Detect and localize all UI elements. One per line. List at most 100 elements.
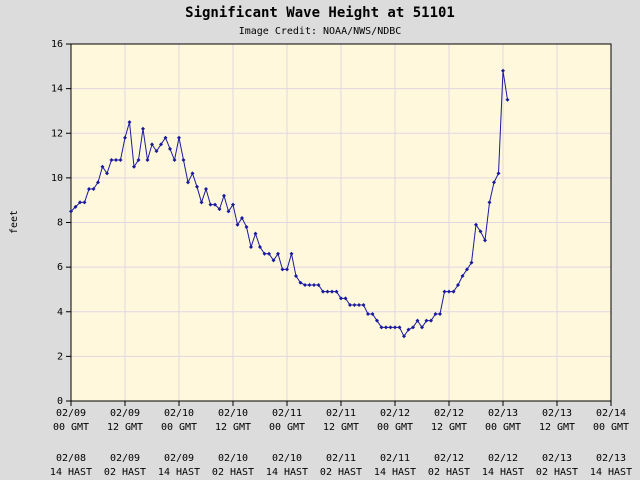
x-tick-label: 02/11 — [326, 408, 356, 419]
data-point — [240, 216, 244, 221]
data-point — [411, 325, 415, 330]
data-point — [73, 204, 78, 209]
data-point — [271, 258, 276, 263]
x-tick-label: 02/12 — [380, 408, 410, 419]
x-tick-label: 00 GMT — [53, 422, 89, 433]
x-tick-label-local: 02/10 — [272, 453, 302, 464]
data-point — [145, 158, 150, 163]
x-tick-label: 02/09 — [56, 408, 86, 419]
x-tick-label: 00 GMT — [269, 422, 305, 433]
x-tick-label-local: 02 HAST — [536, 467, 578, 478]
data-point — [249, 245, 253, 250]
data-point — [253, 231, 258, 236]
data-point — [357, 303, 361, 308]
data-point — [483, 238, 487, 243]
data-point — [343, 296, 348, 301]
x-tick-label-local: 02/12 — [488, 453, 518, 464]
data-point — [447, 289, 451, 294]
x-tick-label-local: 02/11 — [380, 453, 410, 464]
x-tick-label-local: 14 HAST — [482, 467, 524, 478]
x-tick-label: 00 GMT — [161, 422, 197, 433]
data-point — [334, 289, 339, 294]
data-point — [172, 158, 177, 163]
data-point — [163, 135, 168, 140]
y-tick-label: 4 — [57, 307, 63, 318]
data-point — [442, 289, 447, 294]
data-point — [226, 209, 231, 214]
data-point — [132, 164, 136, 169]
data-point — [438, 311, 442, 316]
data-point — [141, 126, 145, 131]
data-point — [78, 200, 82, 205]
x-tick-label-local: 02 HAST — [104, 467, 146, 478]
data-point — [312, 282, 316, 287]
data-point — [127, 120, 132, 125]
data-point — [123, 135, 127, 140]
data-point — [303, 282, 307, 287]
data-point — [258, 245, 262, 250]
x-tick-label: 12 GMT — [107, 422, 143, 433]
x-tick-label: 02/11 — [272, 408, 302, 419]
data-point — [154, 149, 159, 154]
x-tick-label-local: 02/09 — [110, 453, 140, 464]
y-tick-label: 8 — [57, 218, 63, 229]
data-point — [393, 325, 397, 330]
y-tick-label: 2 — [57, 351, 63, 362]
data-point — [348, 303, 352, 308]
data-point — [262, 251, 267, 256]
data-point — [186, 180, 190, 185]
x-tick-label: 00 GMT — [485, 422, 521, 433]
data-point — [244, 224, 249, 229]
x-tick-label: 02/14 — [596, 408, 626, 419]
data-point — [492, 180, 496, 185]
plot-frame — [70, 43, 612, 402]
data-point — [420, 325, 424, 330]
data-point — [109, 158, 114, 163]
data-point — [501, 68, 505, 73]
data-point — [100, 164, 105, 169]
x-tick-label-local: 02 HAST — [320, 467, 362, 478]
x-tick-label-local: 02/13 — [542, 453, 572, 464]
data-point — [150, 142, 154, 147]
data-point — [307, 282, 312, 287]
data-point — [96, 180, 100, 185]
x-tick-label: 12 GMT — [215, 422, 251, 433]
x-tick-label-local: 02 HAST — [428, 467, 470, 478]
x-tick-label-local: 14 HAST — [50, 467, 92, 478]
data-point — [474, 222, 478, 227]
data-point — [451, 289, 456, 294]
x-tick-label-local: 14 HAST — [590, 467, 632, 478]
data-point — [321, 289, 325, 294]
data-point — [505, 97, 510, 102]
x-tick-label-local: 14 HAST — [374, 467, 416, 478]
data-point — [159, 142, 163, 147]
data-point — [181, 158, 186, 163]
data-point — [105, 171, 109, 176]
chart-subtitle: Image Credit: NOAA/NWS/NDBC — [239, 26, 402, 37]
data-point — [213, 202, 217, 207]
data-point — [478, 229, 483, 234]
data-point — [388, 325, 393, 330]
x-tick-label: 12 GMT — [539, 422, 575, 433]
x-tick-label-local: 02/12 — [434, 453, 464, 464]
data-point — [114, 158, 118, 163]
x-tick-label: 02/13 — [488, 408, 518, 419]
data-point — [190, 171, 195, 176]
data-point — [456, 282, 460, 287]
data-point — [366, 311, 370, 316]
x-tick-label-local: 02 HAST — [212, 467, 254, 478]
x-tick-label-local: 02/13 — [596, 453, 626, 464]
data-point — [82, 200, 87, 205]
y-tick-label: 6 — [57, 262, 63, 273]
data-point — [231, 202, 235, 207]
x-tick-label-local: 14 HAST — [266, 467, 308, 478]
data-point — [136, 158, 141, 163]
data-point — [415, 318, 420, 323]
data-point — [177, 135, 181, 140]
x-tick-label: 12 GMT — [323, 422, 359, 433]
data-point — [289, 251, 294, 256]
data-point — [397, 325, 402, 330]
x-tick-label-local: 02/11 — [326, 453, 356, 464]
